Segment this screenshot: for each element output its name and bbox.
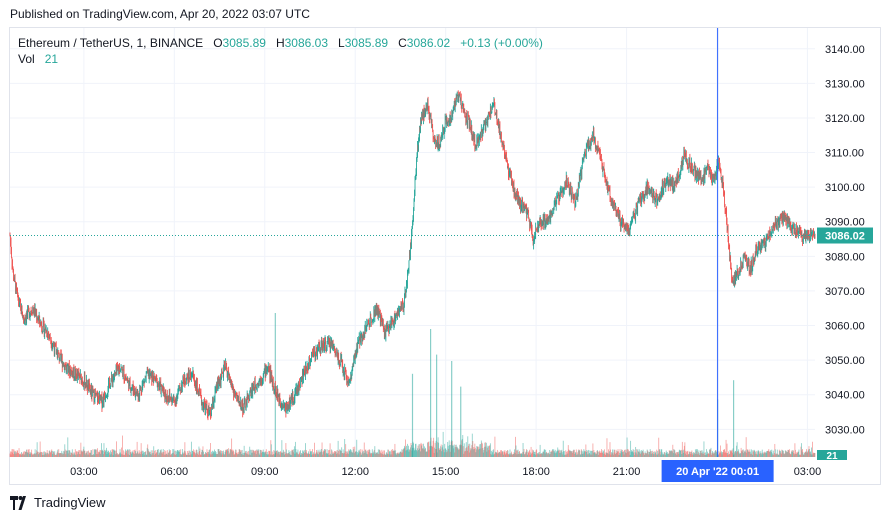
- volume-value: 21: [44, 52, 59, 66]
- y-tick-label: 3080.00: [825, 251, 865, 263]
- price-chart[interactable]: 3086.02 3030.00 3040.00 3050.00 3060.00 3070…: [0, 0, 890, 490]
- x-tick-label: 09:00: [251, 466, 279, 478]
- x-tick-label: 12:00: [341, 466, 369, 478]
- y-tick-label: 3050.00: [825, 355, 865, 367]
- y-tick-label: 3070.00: [825, 286, 865, 298]
- y-tick-label: 3030.00: [825, 424, 865, 436]
- low-label: L: [338, 36, 345, 50]
- y-tick-label: 3060.00: [825, 321, 865, 333]
- crosshair-time-label: 20 Apr '22 00:01: [676, 466, 759, 478]
- symbol-label: Ethereum / TetherUS, 1, BINANCE: [18, 36, 204, 50]
- change-value: +0.13 (+0.00%): [460, 36, 543, 50]
- chart-frame[interactable]: [9, 27, 881, 485]
- last-price-badge: [817, 227, 873, 244]
- volume-badge: [817, 450, 847, 460]
- candles: [9, 90, 816, 421]
- volume-bars: [9, 313, 816, 457]
- low-value: 3085.89: [344, 36, 389, 50]
- last-price-label: 3086.02: [825, 231, 865, 243]
- published-caption: Published on TradingView.com, Apr 20, 20…: [10, 7, 310, 21]
- y-tick-label: 3130.00: [825, 78, 865, 90]
- volume-row: Vol 21: [18, 51, 543, 67]
- price-axis[interactable]: 3030.00 3040.00 3050.00 3060.00 3070.00 3080.…: [817, 44, 865, 462]
- open-label: O: [213, 36, 223, 50]
- y-tick-label: 3040.00: [825, 390, 865, 402]
- ohlc-row: Ethereum / TetherUS, 1, BINANCE O3085.89…: [18, 35, 543, 51]
- y-tick-label: 3120.00: [825, 113, 865, 125]
- volume-label: Vol: [18, 52, 35, 66]
- x-tick-label: 21:00: [613, 466, 641, 478]
- y-tick-label: 3140.00: [825, 44, 865, 56]
- y-tick-label: 3090.00: [825, 217, 865, 229]
- open-value: 3085.89: [222, 36, 266, 50]
- tradingview-logo-icon: [10, 495, 26, 510]
- last-price-line: 3086.02: [10, 227, 873, 244]
- y-tick-label: 3110.00: [825, 148, 864, 160]
- footer: TradingView: [10, 495, 106, 510]
- time-axis[interactable]: 03:00 06:00 09:00 12:00 15:00 18:00 21:00 03:00…: [70, 460, 821, 482]
- x-tick-label: 03:00: [794, 466, 822, 478]
- x-tick-label: 03:00: [70, 466, 98, 478]
- x-tick-label: 15:00: [432, 466, 460, 478]
- tradingview-brand[interactable]: TradingView: [34, 495, 106, 510]
- chart-legend: Ethereum / TetherUS, 1, BINANCE O3085.89…: [18, 35, 543, 67]
- grid-lines: [10, 28, 815, 457]
- volume-badge-label: 21: [826, 451, 838, 462]
- high-value: 3086.03: [284, 36, 329, 50]
- y-tick-label: 3100.00: [825, 182, 865, 194]
- x-tick-label: 06:00: [161, 466, 189, 478]
- x-tick-label: 18:00: [522, 466, 550, 478]
- close-label: C: [398, 36, 407, 50]
- crosshair-time-badge: [661, 460, 774, 482]
- close-value: 3086.02: [406, 36, 451, 50]
- high-label: H: [275, 36, 285, 50]
